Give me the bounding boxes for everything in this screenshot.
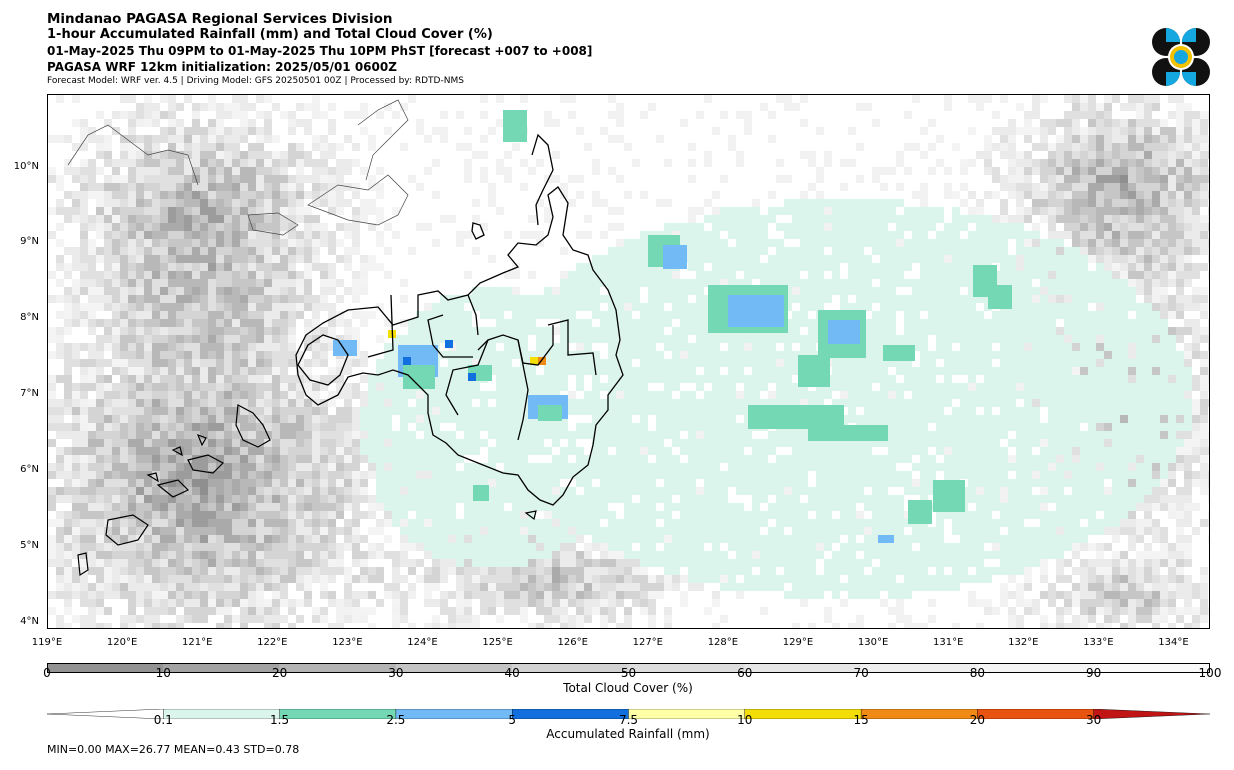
rain-colorbar-tick: 2.5 [386,713,406,727]
cloud-colorbar-segment [395,663,513,673]
title-valid-time: 01-May-2025 Thu 09PM to 01-May-2025 Thu … [47,44,593,58]
lon-label: 122°E [257,637,288,648]
lon-label: 130°E [857,637,889,648]
cloud-cover-label: Total Cloud Cover (%) [563,681,693,695]
lon-label: 125°E [482,637,513,648]
lon-label: 131°E [932,637,964,648]
lon-label: 126°E [557,637,588,648]
lon-label: 123°E [332,637,363,648]
sulu-archipelago [77,404,537,577]
cloud-colorbar-tick: 90 [1086,666,1102,680]
cloud-rain-grid [48,95,1209,628]
lat-label: 8°N [20,312,39,323]
cloud-colorbar-tick: 20 [271,666,288,680]
lat-label: 4°N [20,616,39,627]
lon-label: 134°E [1158,637,1189,648]
lat-label: 5°N [20,540,39,551]
cloud-colorbar-segment [628,663,745,673]
rain-colorbar-tick: 1.5 [270,713,290,727]
rain-colorbar-tick: 20 [969,713,986,727]
title-product: 1-hour Accumulated Rainfall (mm) and Tot… [47,27,493,42]
map-canvas [48,95,1209,628]
cloud-colorbar-segment [744,663,862,673]
cloud-colorbar-segment [977,663,1094,673]
cloud-colorbar-tick: 0 [43,666,51,680]
rain-colorbar-tick: 30 [1086,713,1102,727]
lon-label: 133°E [1083,637,1114,648]
cloud-colorbar-tick: 50 [620,666,637,680]
title-block: Mindanao PAGASA Regional Services Divisi… [47,11,592,87]
lon-label: 124°E [407,637,438,648]
cloud-colorbar-tick: 40 [504,666,520,680]
lon-label: 127°E [632,637,663,648]
statistics-summary: MIN=0.00 MAX=26.77 MEAN=0.43 STD=0.78 [47,743,300,756]
lon-label: 128°E [707,637,739,648]
cloud-colorbar-tick: 10 [155,666,171,680]
lon-label: 132°E [1008,637,1039,648]
cloud-colorbar-segment [861,663,978,673]
title-model-info: Forecast Model: WRF ver. 4.5 | Driving M… [47,76,464,86]
cloud-cover-colorbar [47,658,1211,673]
lon-label: 120°E [106,637,138,648]
cloud-colorbar-outline [47,663,1210,673]
rain-colorbar-tick: 5 [508,713,516,727]
rain-colorbar-tick: 7.5 [618,713,639,727]
rainfall-colorbar [46,704,1211,720]
rain-colorbar-tick: 0.1 [153,713,173,727]
cloud-colorbar-segment [163,663,280,673]
cloud-colorbar-segment [47,663,164,673]
cloud-colorbar-segment [279,663,396,673]
title-office: Mindanao PAGASA Regional Services Divisi… [47,11,393,27]
cloud-colorbar-tick: 60 [737,666,753,680]
lon-label: 129°E [782,637,814,648]
cloud-colorbar-tick: 80 [969,666,986,680]
coastlines [295,133,624,506]
forecast-map [47,94,1210,629]
cloud-colorbar-tick: 30 [388,666,404,680]
rainfall-label: Accumulated Rainfall (mm) [546,727,710,741]
lon-label: 121°E [181,637,213,648]
pagasa-logo-icon [1152,28,1210,86]
rain-colorbar-segment [1093,708,1211,720]
lon-label: 119°E [31,637,63,648]
title-initialization: PAGASA WRF 12km initialization: 2025/05/… [47,60,397,74]
lat-label: 10°N [13,161,39,172]
cloud-colorbar-segment [1093,663,1211,673]
cloud-colorbar-tick: 70 [853,666,869,680]
rain-colorbar-tick: 15 [853,713,869,727]
cloud-colorbar-tick: 100 [1198,666,1222,680]
lat-label: 9°N [20,236,39,247]
visayas-coastlines [67,99,409,236]
cloud-colorbar-segment [512,663,629,673]
rain-colorbar-tick: 10 [737,713,753,727]
lat-label: 7°N [20,388,39,399]
lat-label: 6°N [20,464,39,475]
